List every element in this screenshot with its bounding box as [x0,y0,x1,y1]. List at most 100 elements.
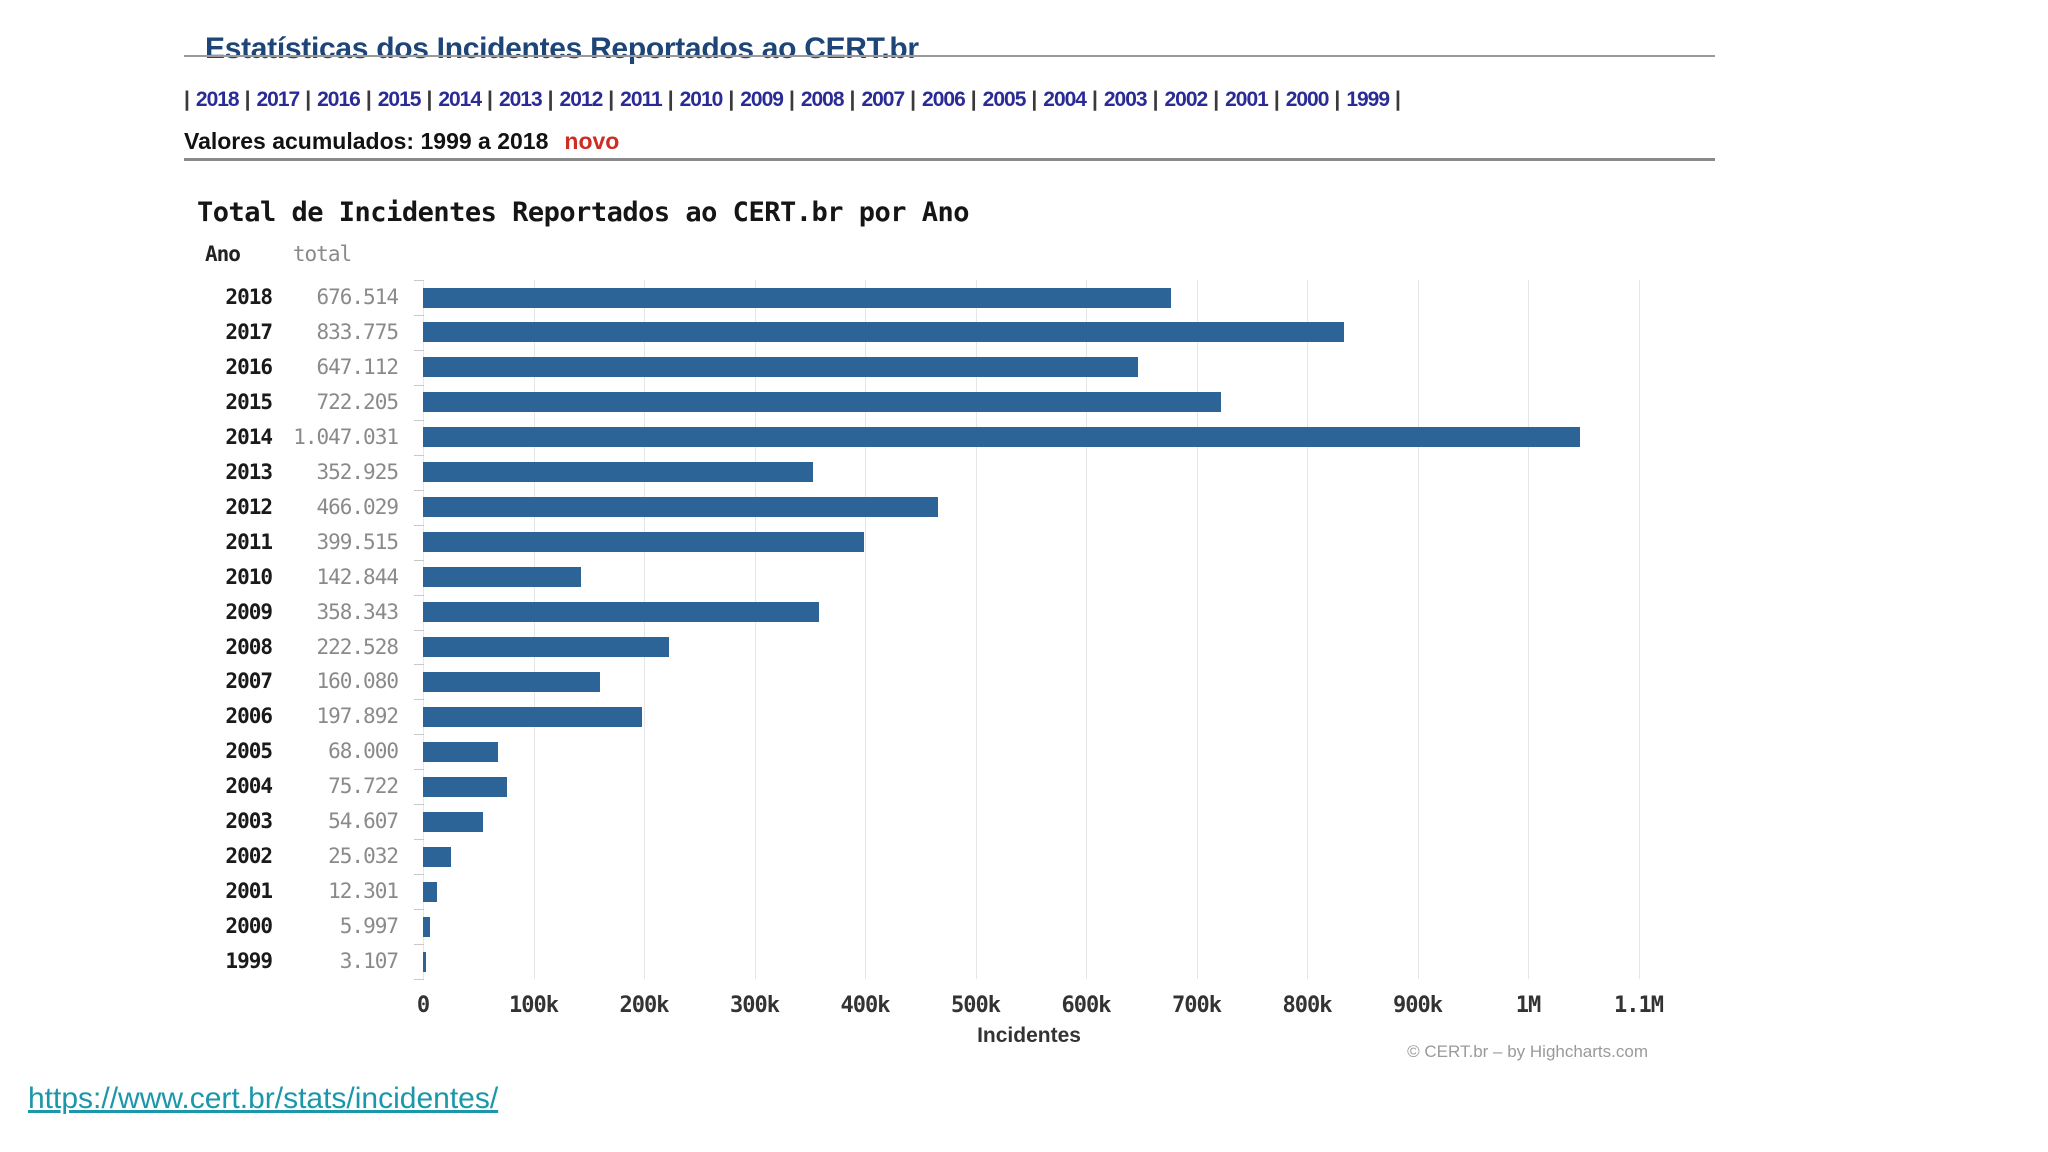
row-total-label: 466.029 [316,494,399,519]
y-axis-tick [414,804,424,806]
bar-2017[interactable] [423,322,1345,343]
row-year-label: 2018 [225,285,273,309]
year-link-2008[interactable]: 2008 [800,88,845,111]
novo-badge: novo [564,128,620,154]
year-nav: | 2018 | 2017 | 2016 | 2015 | 2014 | 2013 | 2012 | 2011… [184,88,1401,112]
bar-2015[interactable] [423,392,1222,413]
gridline-500k [975,280,977,979]
nav-separator: | [1031,88,1038,111]
chart-row-2003: 2003 54.607 [197,804,1662,839]
row-year-label: 2012 [225,494,273,519]
row-total-label: 142.844 [316,564,399,589]
row-year-label: 2001 [225,879,273,904]
year-link-2002[interactable]: 2002 [1164,88,1208,111]
row-total-label: 54.607 [328,809,399,834]
bar-2007[interactable] [423,671,600,692]
year-link-2010[interactable]: 2010 [679,88,724,111]
year-link-2007[interactable]: 2007 [861,88,905,111]
x-tick-label-600k: 600k [1061,993,1112,1018]
chart-credits[interactable]: © CERT.br – by Highcharts.com [1390,1042,1648,1062]
bar-2010[interactable] [423,567,581,588]
bar-2013[interactable] [423,462,813,483]
bar-2000[interactable] [423,916,430,937]
x-tick-label-800k: 800k [1282,993,1333,1018]
plot-area [423,280,1658,979]
chart-row-2005: 2005 68.000 [197,734,1662,769]
row-total-label: 833.775 [316,319,399,344]
chart-row-2015: 2015 722.205 [197,385,1662,420]
y-axis-tick [414,489,424,491]
x-axis-tick-labels: 0 100k 200k 300k 400k 500k 600k 700k 800k 900k 1M 1… [417,993,1664,1021]
x-tick-label-900k: 900k [1393,993,1443,1018]
nav-separator: | [728,88,735,111]
row-total-label: 647.112 [316,354,399,379]
nav-separator: | [1273,88,1280,111]
bar-2008[interactable] [423,637,669,657]
row-year-label: 2005 [225,739,273,764]
bar-2002[interactable] [423,846,451,867]
row-year-label: 2004 [225,774,273,799]
year-link-2015[interactable]: 2015 [377,88,422,111]
year-link-2004[interactable]: 2004 [1043,88,1087,111]
chart-row-2011: 2011 399.515 [197,525,1662,560]
subheader-text: Valores acumulados: 1999 a 2018 [184,128,549,154]
bar-2006[interactable] [423,706,642,727]
year-link-2014[interactable]: 2014 [438,88,482,111]
chart-row-2007: 2007 160.080 [197,664,1662,699]
x-tick-label-500k: 500k [951,993,1001,1018]
year-link-2012[interactable]: 2012 [559,88,604,111]
bar-2012[interactable] [423,497,938,518]
chart-row-2017: 2017 833.775 [197,315,1662,350]
bar-2004[interactable] [423,776,507,797]
y-axis-tick [414,909,424,911]
year-link-2001[interactable]: 2001 [1225,88,1269,111]
chart-row-2009: 2009 358.343 [197,595,1662,630]
year-link-2005[interactable]: 2005 [982,88,1027,111]
row-year-label: 2015 [225,389,273,414]
y-axis-tick [414,839,424,841]
y-axis-tick [414,734,424,736]
gridline-400k [865,280,866,979]
row-total-label: 722.205 [316,389,399,414]
y-axis-tick [414,874,424,876]
gridline-1.1M [1638,280,1640,979]
source-url-link[interactable]: https://www.cert.br/stats/incidentes/ [28,1082,499,1115]
chart-row-2004: 2004 75.722 [197,769,1662,804]
x-tick-label-100k: 100k [509,993,559,1018]
x-tick-label-0: 0 [416,993,430,1018]
nav-separator: | [1395,88,1401,111]
year-link-2006[interactable]: 2006 [922,88,966,111]
row-total-label: 1.047.031 [293,424,399,449]
year-link-2018[interactable]: 2018 [195,88,240,111]
x-tick-label-200k: 200k [619,993,670,1018]
x-tick-label-1.1M: 1.1M [1614,993,1664,1018]
year-link-1999[interactable]: 1999 [1346,88,1390,111]
bar-2011[interactable] [423,532,865,553]
chart-row-2010: 2010 142.844 [197,560,1662,595]
chart-row-2013: 2013 352.925 [197,455,1662,490]
bar-2003[interactable] [423,811,484,832]
nav-separator: | [849,88,856,111]
nav-separator: | [970,88,977,111]
bar-1999[interactable] [423,951,427,972]
bar-2009[interactable] [423,602,819,623]
highcharts-credits-link[interactable]: © CERT.br – by Highcharts.com [1407,1042,1648,1061]
year-link-2000[interactable]: 2000 [1285,88,1330,111]
row-total-label: 3.107 [339,949,399,974]
bar-2001[interactable] [423,881,437,902]
year-link-2013[interactable]: 2013 [498,88,543,111]
year-link-2003[interactable]: 2003 [1103,88,1148,111]
page-title: Estatísticas dos Incidentes Reportados a… [205,32,919,66]
year-link-2009[interactable]: 2009 [740,88,784,111]
column-header-total: total [292,242,352,266]
bar-2018[interactable] [423,287,1171,308]
bar-2014[interactable] [423,427,1580,448]
y-axis-ticks [414,280,424,980]
bar-2005[interactable] [423,741,499,762]
year-link-2017[interactable]: 2017 [256,88,301,111]
year-link-2011[interactable]: 2011 [620,88,663,111]
bar-2016[interactable] [423,357,1139,378]
chart-row-2000: 2000 5.997 [197,909,1662,944]
year-link-2016[interactable]: 2016 [317,88,361,111]
y-axis-tick [414,944,424,946]
